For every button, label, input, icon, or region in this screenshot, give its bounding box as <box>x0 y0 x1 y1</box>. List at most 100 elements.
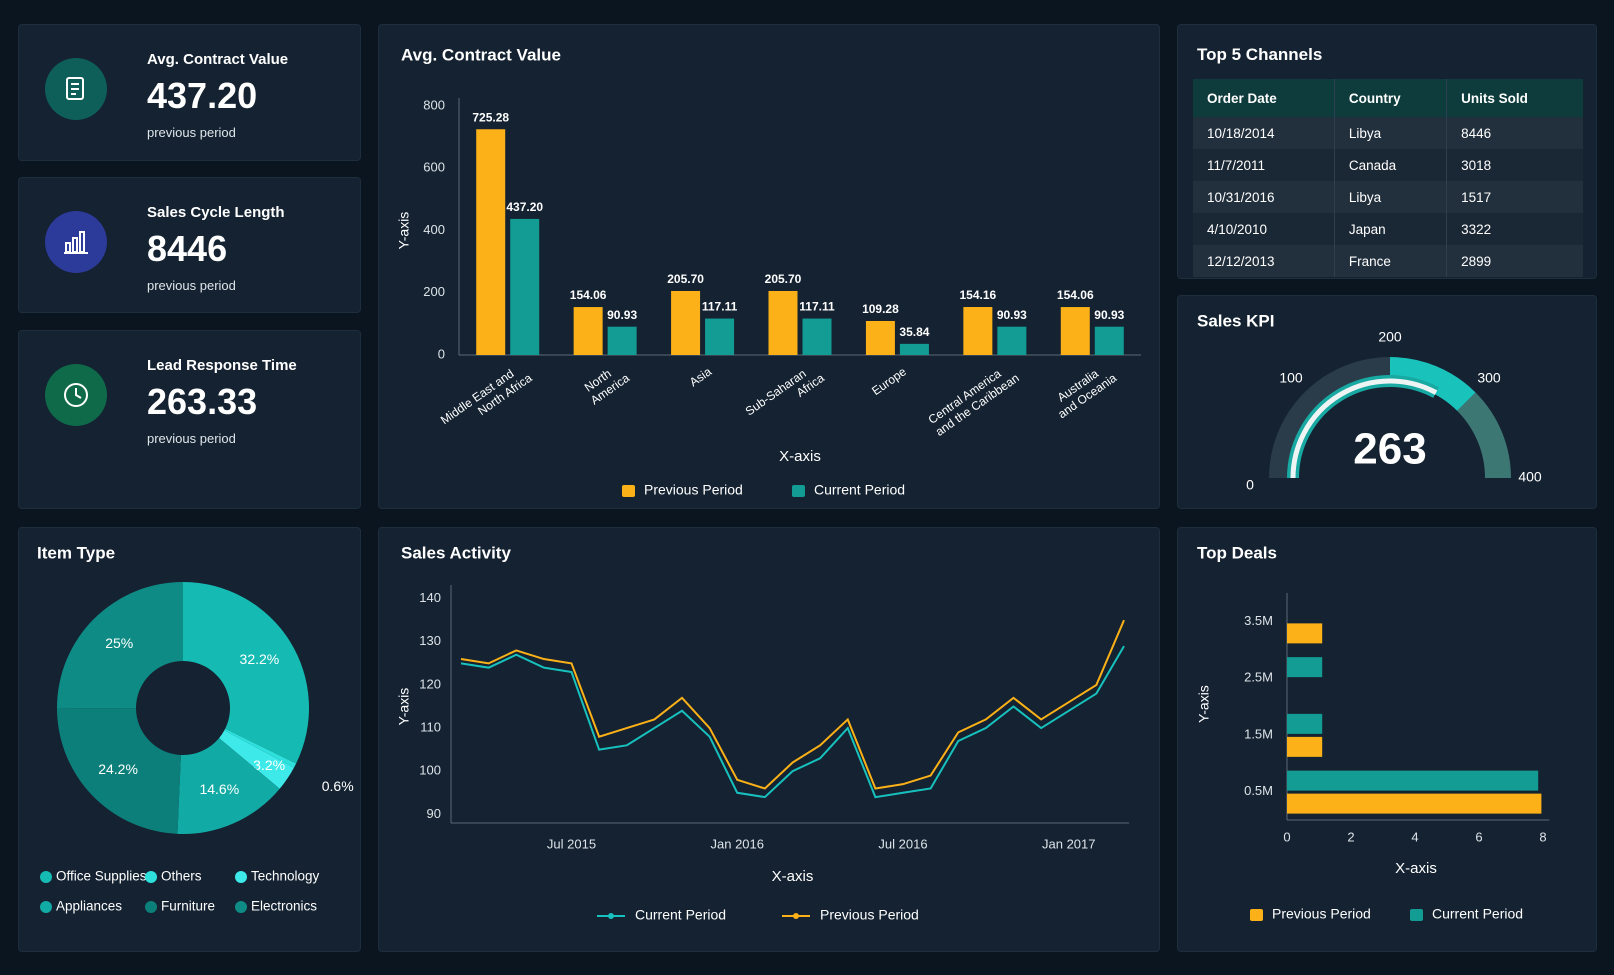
bar <box>1287 657 1323 678</box>
legend-label: Appliances <box>56 899 122 914</box>
legend-marker <box>145 901 157 913</box>
hbar-panel: Top Deals 0 2 4 6 8 0.5M 1.5M 2.5M 3.5M Y-axis X-ax… <box>1177 527 1597 952</box>
chart-title: Sales KPI <box>1197 311 1275 330</box>
kpi-title: Lead Response Time <box>147 357 297 374</box>
data-label: 0.6% <box>322 778 354 794</box>
y-tick-label: 800 <box>423 97 445 112</box>
table-cell: Canada <box>1333 149 1447 181</box>
donut-slice <box>177 738 280 834</box>
donut-chart: Item Type 32.2% 0.6% 3.2% 14.6% 24.2% 25% Offic… <box>37 543 354 914</box>
data-label: 90.93 <box>997 308 1027 322</box>
legend-label: Previous Period <box>1272 906 1371 922</box>
table-cell: 10/31/2016 <box>1207 189 1275 205</box>
table-cell: 8446 <box>1446 117 1583 149</box>
y-tick-label: 1.5M <box>1244 726 1273 741</box>
x-tick-label: 4 <box>1411 829 1418 844</box>
kpi-icon <box>45 211 107 273</box>
kpi-icon <box>45 58 107 120</box>
bar <box>1094 326 1124 355</box>
legend-marker <box>145 871 157 883</box>
kpi-value: 8446 <box>147 228 228 269</box>
gauge-tick-label: 400 <box>1518 469 1542 485</box>
y-tick-label: 0.5M <box>1244 783 1273 798</box>
legend-label: Furniture <box>161 899 215 914</box>
y-tick-label: 200 <box>423 284 445 299</box>
bar <box>997 326 1027 355</box>
table-body: 10/18/2014 Libya 8446 11/7/2011 Canada 3018 10… <box>1193 117 1583 277</box>
legend-marker <box>608 913 614 919</box>
y-tick-label: 140 <box>419 590 441 605</box>
data-label: 154.06 <box>1057 288 1094 302</box>
data-label: 117.11 <box>799 300 835 314</box>
kpi-subtitle: previous period <box>147 125 236 140</box>
donut-slice <box>183 582 310 764</box>
donut-slice <box>57 582 184 709</box>
x-axis-title: X-axis <box>772 868 814 885</box>
gauge-tick-label: 300 <box>1477 370 1501 386</box>
legend-label: Technology <box>251 869 320 884</box>
table-cell: 1517 <box>1446 181 1583 213</box>
bar <box>802 318 832 355</box>
gauge-panel: Sales KPI 0 100 200 300 400 263 <box>1177 295 1597 509</box>
gauge-band <box>1456 392 1511 479</box>
line-chart: Sales Activity 90 100 110 120 130 140 Jul 2015 J… <box>396 543 1129 923</box>
gauge-tick-label: 200 <box>1378 329 1402 345</box>
donut-slice <box>224 728 297 768</box>
x-tick-label: Middle East and North Africa <box>438 359 535 439</box>
table-row: 4/10/2010 Japan 3322 <box>1193 213 1583 245</box>
chart-title: Item Type <box>37 543 115 562</box>
data-label: 90.93 <box>607 308 637 322</box>
kpi-value: 263.33 <box>147 381 258 422</box>
data-label: 154.16 <box>960 288 997 302</box>
donut-panel: Item Type 32.2% 0.6% 3.2% 14.6% 24.2% 25% Offic… <box>18 527 361 952</box>
bar <box>1060 307 1090 355</box>
y-axis-title: Y-axis <box>396 688 412 726</box>
kpi-icon <box>45 364 107 426</box>
y-tick-label: 400 <box>423 222 445 237</box>
legend-label: Office Supplies <box>56 869 147 884</box>
table-cell: Libya <box>1333 117 1447 149</box>
y-tick-label: 90 <box>427 806 441 821</box>
kpi-card: Lead Response Time 263.33 previous perio… <box>18 330 361 509</box>
data-label: 109.28 <box>862 302 899 316</box>
bar <box>476 129 506 355</box>
x-axis-title: X-axis <box>1395 860 1437 877</box>
legend-marker <box>1410 909 1423 921</box>
x-tick-label: Asia <box>687 364 714 389</box>
chart-title: Avg. Contract Value <box>401 45 561 64</box>
x-axis-title: X-axis <box>779 448 821 465</box>
table: Order Date Country Units Sold 10/18/2014 Lib… <box>1193 79 1583 277</box>
donut-slice <box>57 708 181 834</box>
x-tick-label: Jul 2016 <box>878 836 927 851</box>
table-cell: 2899 <box>1446 245 1583 277</box>
donut-slice <box>219 730 294 789</box>
kpi-value: 437.20 <box>147 75 258 116</box>
gauge-progress <box>1290 378 1438 479</box>
line-panel: Sales Activity 90 100 110 120 130 140 Jul 2015 J… <box>378 527 1160 952</box>
legend-marker <box>622 485 635 497</box>
hbar-chart: Top Deals 0 2 4 6 8 0.5M 1.5M 2.5M 3.5M Y-axis X-ax… <box>1196 543 1550 922</box>
kpi-subtitle: previous period <box>147 431 236 446</box>
bar <box>705 318 735 355</box>
x-tick-label: 0 <box>1283 829 1290 844</box>
data-label: 205.70 <box>667 272 704 286</box>
table-header: Order Date Country Units Sold <box>1193 79 1583 117</box>
y-tick-label: 110 <box>420 720 441 735</box>
x-tick-label: North America <box>580 359 632 407</box>
bar <box>1287 736 1323 757</box>
data-label: 35.84 <box>899 325 929 339</box>
x-tick-label: 8 <box>1539 829 1546 844</box>
x-tick-label: Central America and the Caribbean <box>925 359 1022 439</box>
legend-marker <box>235 901 247 913</box>
y-tick-label: 100 <box>419 763 441 778</box>
y-axis-title: Y-axis <box>1196 685 1212 723</box>
gauge-band <box>1269 357 1391 479</box>
table-row: 10/31/2016 Libya 1517 <box>1193 181 1583 213</box>
table-cell: 12/12/2013 <box>1207 253 1275 269</box>
gauge-tick-label: 0 <box>1246 477 1254 493</box>
x-tick-label: 6 <box>1475 829 1482 844</box>
table-cell: France <box>1333 245 1447 277</box>
data-label: 32.2% <box>240 651 280 667</box>
table-cell: Libya <box>1333 181 1447 213</box>
